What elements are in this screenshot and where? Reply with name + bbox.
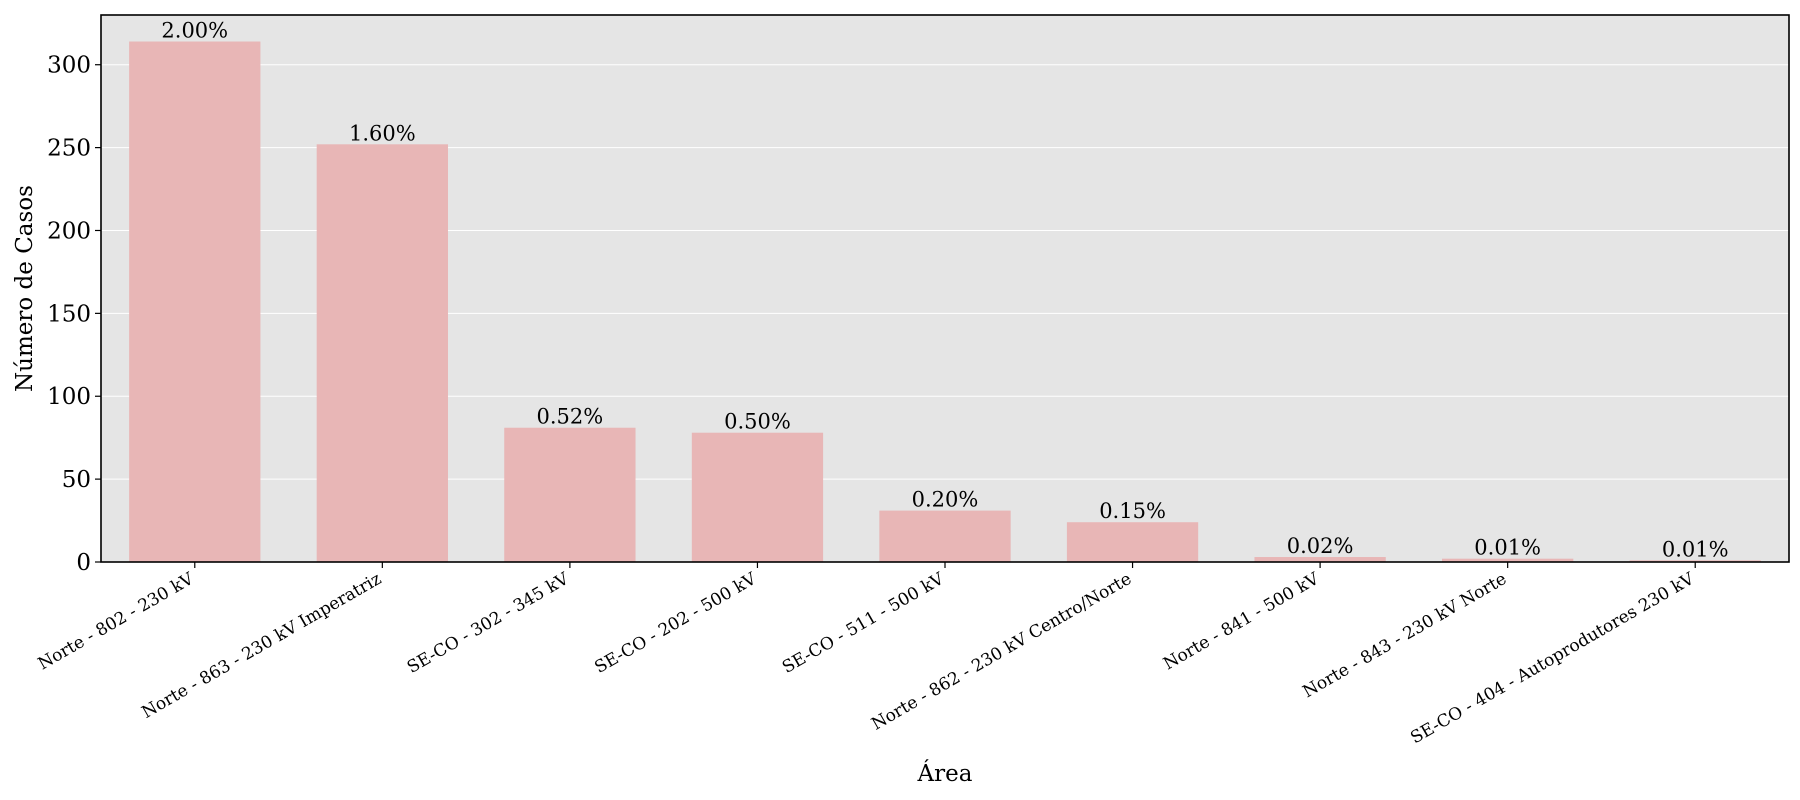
data-label: 0.15% <box>1099 499 1166 523</box>
data-label: 1.60% <box>349 121 416 145</box>
y-tick-label: 0 <box>76 550 91 576</box>
bar <box>129 41 261 562</box>
y-tick-label: 150 <box>47 301 91 327</box>
data-label: 0.52% <box>537 405 604 429</box>
bar <box>879 510 1011 562</box>
plot-frame <box>100 14 1790 563</box>
bar <box>1442 558 1574 562</box>
data-labels: 2.00% 1.60% 0.52% 0.50% 0.20% 0.15% 0.02% 0.01%… <box>161 19 1728 562</box>
bar <box>316 144 448 563</box>
x-tick-label: Norte - 802 - 230 kV <box>35 569 198 675</box>
x-tick-label: SE-CO - 202 - 500 kV <box>591 569 760 678</box>
bars <box>129 41 1761 563</box>
x-tick-label: Norte - 841 - 500 kV <box>1160 569 1323 675</box>
data-label: 0.02% <box>1287 534 1354 558</box>
x-tick-label: SE-CO - 302 - 345 kV <box>404 569 573 678</box>
x-tick-label: SE-CO - 404 - Autoprodutores 230 kV <box>1407 569 1698 749</box>
bar <box>504 427 636 562</box>
data-label: 0.01% <box>1662 537 1729 561</box>
y-tick-label: 50 <box>62 467 91 493</box>
x-tick-label: SE-CO - 511 - 500 kV <box>779 569 948 678</box>
bar <box>1254 557 1386 562</box>
data-label: 0.01% <box>1474 536 1541 560</box>
bar <box>1066 522 1199 562</box>
data-label: 0.20% <box>912 488 979 512</box>
data-label: 2.00% <box>161 19 228 43</box>
y-axis: 0 50 100 150 200 250 300 <box>47 53 101 576</box>
x-axis-title: Área <box>917 760 973 787</box>
y-tick-label: 100 <box>47 384 91 410</box>
y-tick-label: 250 <box>47 136 91 162</box>
x-tick-label: Norte - 843 - 230 kV Norte <box>1300 569 1511 702</box>
data-label: 0.50% <box>724 410 791 434</box>
bar <box>691 432 824 562</box>
y-tick-label: 200 <box>47 218 91 244</box>
y-tick-label: 300 <box>47 53 91 79</box>
y-axis-title: Número de Casos <box>12 185 38 392</box>
bar <box>1629 560 1761 562</box>
